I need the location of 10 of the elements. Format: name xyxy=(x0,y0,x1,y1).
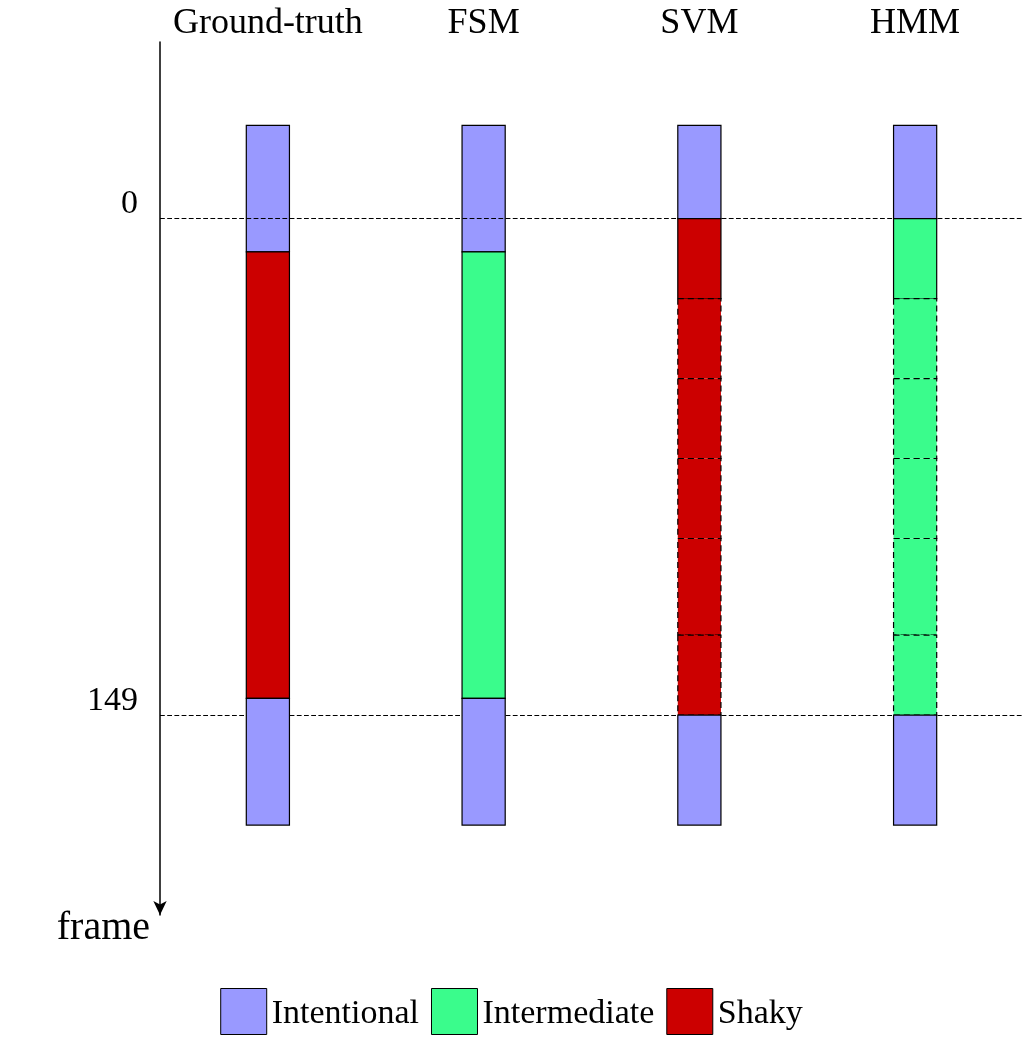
legend-label: Shaky xyxy=(717,993,803,1030)
legend-label: Intermediate xyxy=(482,993,655,1030)
y-axis-title: frame xyxy=(56,902,150,948)
y-tick-label: 0 xyxy=(121,183,138,221)
x-tick-label: FSM xyxy=(447,1,520,41)
x-tick-label: Ground-truth xyxy=(172,1,363,41)
x-tick-label: HMM xyxy=(870,1,961,41)
legend-label: Intentional xyxy=(271,993,420,1030)
y-tick-label: 149 xyxy=(87,679,138,717)
x-tick-label: SVM xyxy=(660,1,739,41)
